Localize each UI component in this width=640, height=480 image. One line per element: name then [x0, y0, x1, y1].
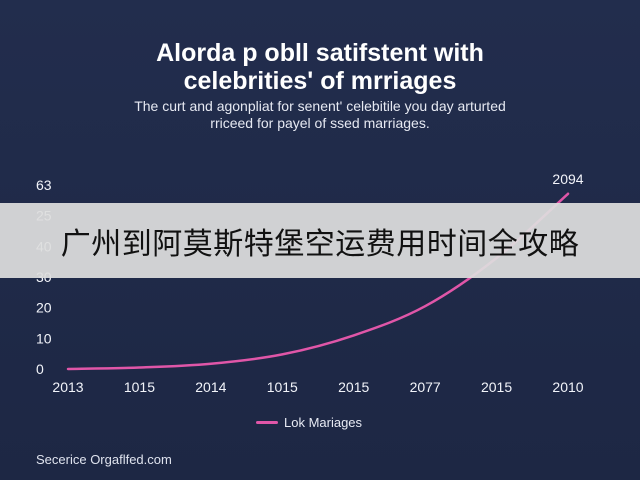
legend-swatch [256, 420, 278, 424]
x-tick-label: 2010 [552, 379, 583, 395]
x-tick-label: 1015 [267, 379, 298, 395]
x-tick-label: 2014 [195, 379, 226, 395]
x-tick-label: 2077 [410, 379, 441, 395]
legend-label: Lok Mariages [284, 414, 363, 430]
chart-subtitle-line-2: rriceed for payel of ssed marriages. [210, 115, 430, 131]
series-end-label: 2094 [552, 171, 583, 187]
y-tick-label: 0 [36, 361, 44, 377]
chart-title-line-1: Alorda p obll satifstent with [156, 39, 484, 67]
x-tick-label: 2015 [338, 379, 369, 395]
x-tick-label: 2015 [481, 379, 512, 395]
chart-title-line-2: celebrities' of mrriages [183, 67, 457, 95]
y-tick-label: 10 [36, 330, 52, 346]
source-credit: Secerice Orgaflfed.com [36, 452, 172, 467]
x-tick-label: 1015 [124, 379, 155, 395]
x-tick-label: 2013 [52, 379, 83, 395]
chart-legend: Lok Mariages [256, 413, 362, 431]
banner-text: 广州到阿莫斯特堡空运费用时间全攻略 [60, 226, 580, 262]
y-tick-label: 63 [36, 177, 52, 193]
chart-subtitle-line-1: The curt and agonpliat for senent' celeb… [134, 98, 506, 114]
overlay-banner: 广州到阿莫斯特堡空运费用时间全攻略 [0, 203, 640, 278]
y-tick-label: 20 [36, 300, 52, 316]
